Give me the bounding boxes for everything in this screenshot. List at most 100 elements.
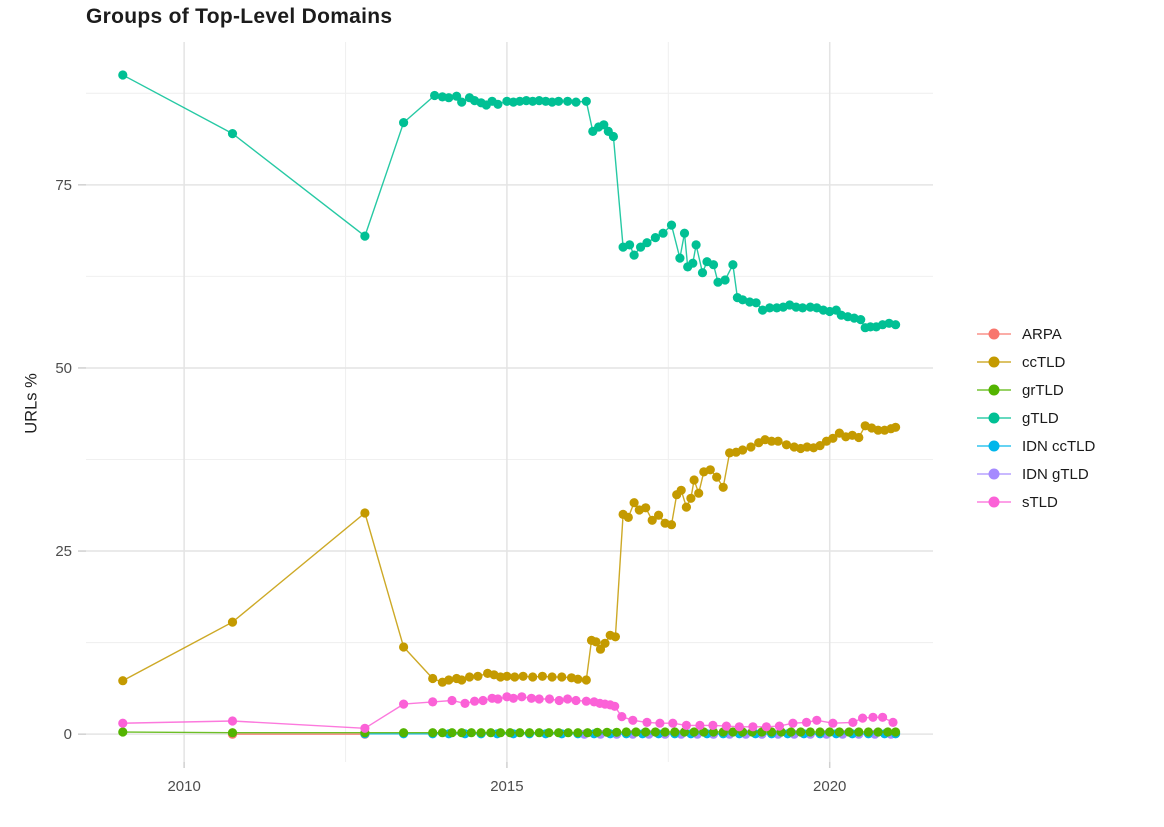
data-point [658, 228, 668, 238]
data-point [602, 727, 612, 737]
legend-label: gTLD [1022, 409, 1059, 427]
axis-ticks: 2010 2015 2020 0 25 50 75 [55, 177, 846, 795]
data-point [608, 131, 619, 142]
data-point [695, 720, 705, 731]
legend-key-icon [977, 412, 1011, 424]
data-point [563, 694, 573, 704]
data-point [758, 305, 768, 315]
grid-minor [86, 42, 933, 762]
data-point [721, 721, 732, 731]
data-point [844, 727, 854, 737]
data-point [505, 728, 515, 738]
data-point [642, 717, 652, 728]
data-point [878, 712, 888, 722]
data-point [227, 728, 238, 738]
data-point [360, 723, 370, 733]
data-point [798, 303, 808, 313]
data-point [681, 720, 692, 731]
data-point [457, 728, 467, 738]
data-point [581, 96, 591, 106]
data-point [641, 503, 651, 513]
legend-label: sTLD [1022, 493, 1058, 511]
data-point [610, 701, 620, 711]
data-point [600, 638, 610, 648]
data-point [666, 220, 677, 230]
data-point [679, 228, 690, 238]
data-point [708, 727, 719, 737]
data-point [583, 728, 593, 738]
data-point [636, 242, 646, 252]
data-point [118, 70, 128, 80]
data-point [801, 717, 812, 728]
data-point [428, 673, 438, 684]
data-point [444, 675, 454, 685]
data-point [686, 493, 696, 503]
data-point [786, 727, 796, 737]
x-tick-label: 2020 [813, 778, 846, 795]
data-point [428, 728, 438, 738]
data-point [863, 727, 874, 737]
series-ccTLD [118, 421, 901, 687]
legend-label: IDN ccTLD [1022, 437, 1096, 455]
data-point [773, 436, 783, 446]
data-point [746, 442, 756, 452]
data-point [517, 692, 527, 702]
data-point [650, 727, 661, 737]
data-point [563, 728, 573, 738]
data-point [617, 712, 627, 722]
legend-label: ARPA [1022, 325, 1062, 343]
data-point [563, 96, 573, 106]
data-point [591, 637, 601, 647]
data-point [510, 672, 520, 682]
legend-key-icon [977, 496, 1011, 508]
data-point [781, 440, 792, 450]
legend-label: grTLD [1022, 381, 1064, 399]
legend-item-sTLD: sTLD [975, 488, 1095, 516]
legend-item-ccTLD: ccTLD [975, 348, 1095, 376]
data-point [227, 129, 238, 139]
data-point [571, 695, 581, 706]
data-point [738, 445, 748, 455]
data-point [399, 642, 409, 652]
data-point [883, 727, 893, 737]
data-point [571, 97, 581, 107]
data-point [573, 728, 583, 738]
legend: ARPA ccTLD grTLD gTLD IDN ccTLD IDN gTLD sTLD [975, 320, 1095, 516]
data-point [518, 671, 528, 681]
legend-item-IDN-ccTLD: IDN ccTLD [975, 432, 1095, 460]
data-point [460, 698, 470, 709]
data-point [868, 712, 878, 722]
data-point [447, 695, 457, 706]
data-point [796, 727, 806, 737]
data-point [834, 727, 845, 737]
data-point [399, 699, 409, 709]
data-point [825, 727, 835, 737]
data-point [708, 260, 719, 270]
data-point [528, 672, 538, 682]
x-tick-label: 2010 [167, 778, 200, 795]
data-point [873, 727, 883, 737]
data-point [666, 520, 677, 530]
data-point [858, 713, 868, 723]
data-point [815, 441, 825, 451]
data-point [534, 728, 544, 738]
data-point [118, 718, 128, 728]
legend-item-gTLD: gTLD [975, 404, 1095, 432]
series-gTLD [118, 70, 901, 333]
data-point [774, 721, 785, 731]
data-point [360, 508, 370, 518]
data-point [767, 436, 777, 446]
data-point [515, 728, 525, 738]
data-point [544, 694, 555, 704]
data-point [628, 715, 638, 725]
data-point [697, 268, 708, 278]
data-point [227, 617, 238, 627]
data-point [629, 250, 639, 260]
data-point [430, 90, 440, 101]
data-point [734, 722, 744, 732]
data-point [888, 717, 898, 728]
data-point [891, 320, 901, 330]
y-tick-label: 50 [55, 360, 72, 377]
data-point [625, 240, 635, 250]
